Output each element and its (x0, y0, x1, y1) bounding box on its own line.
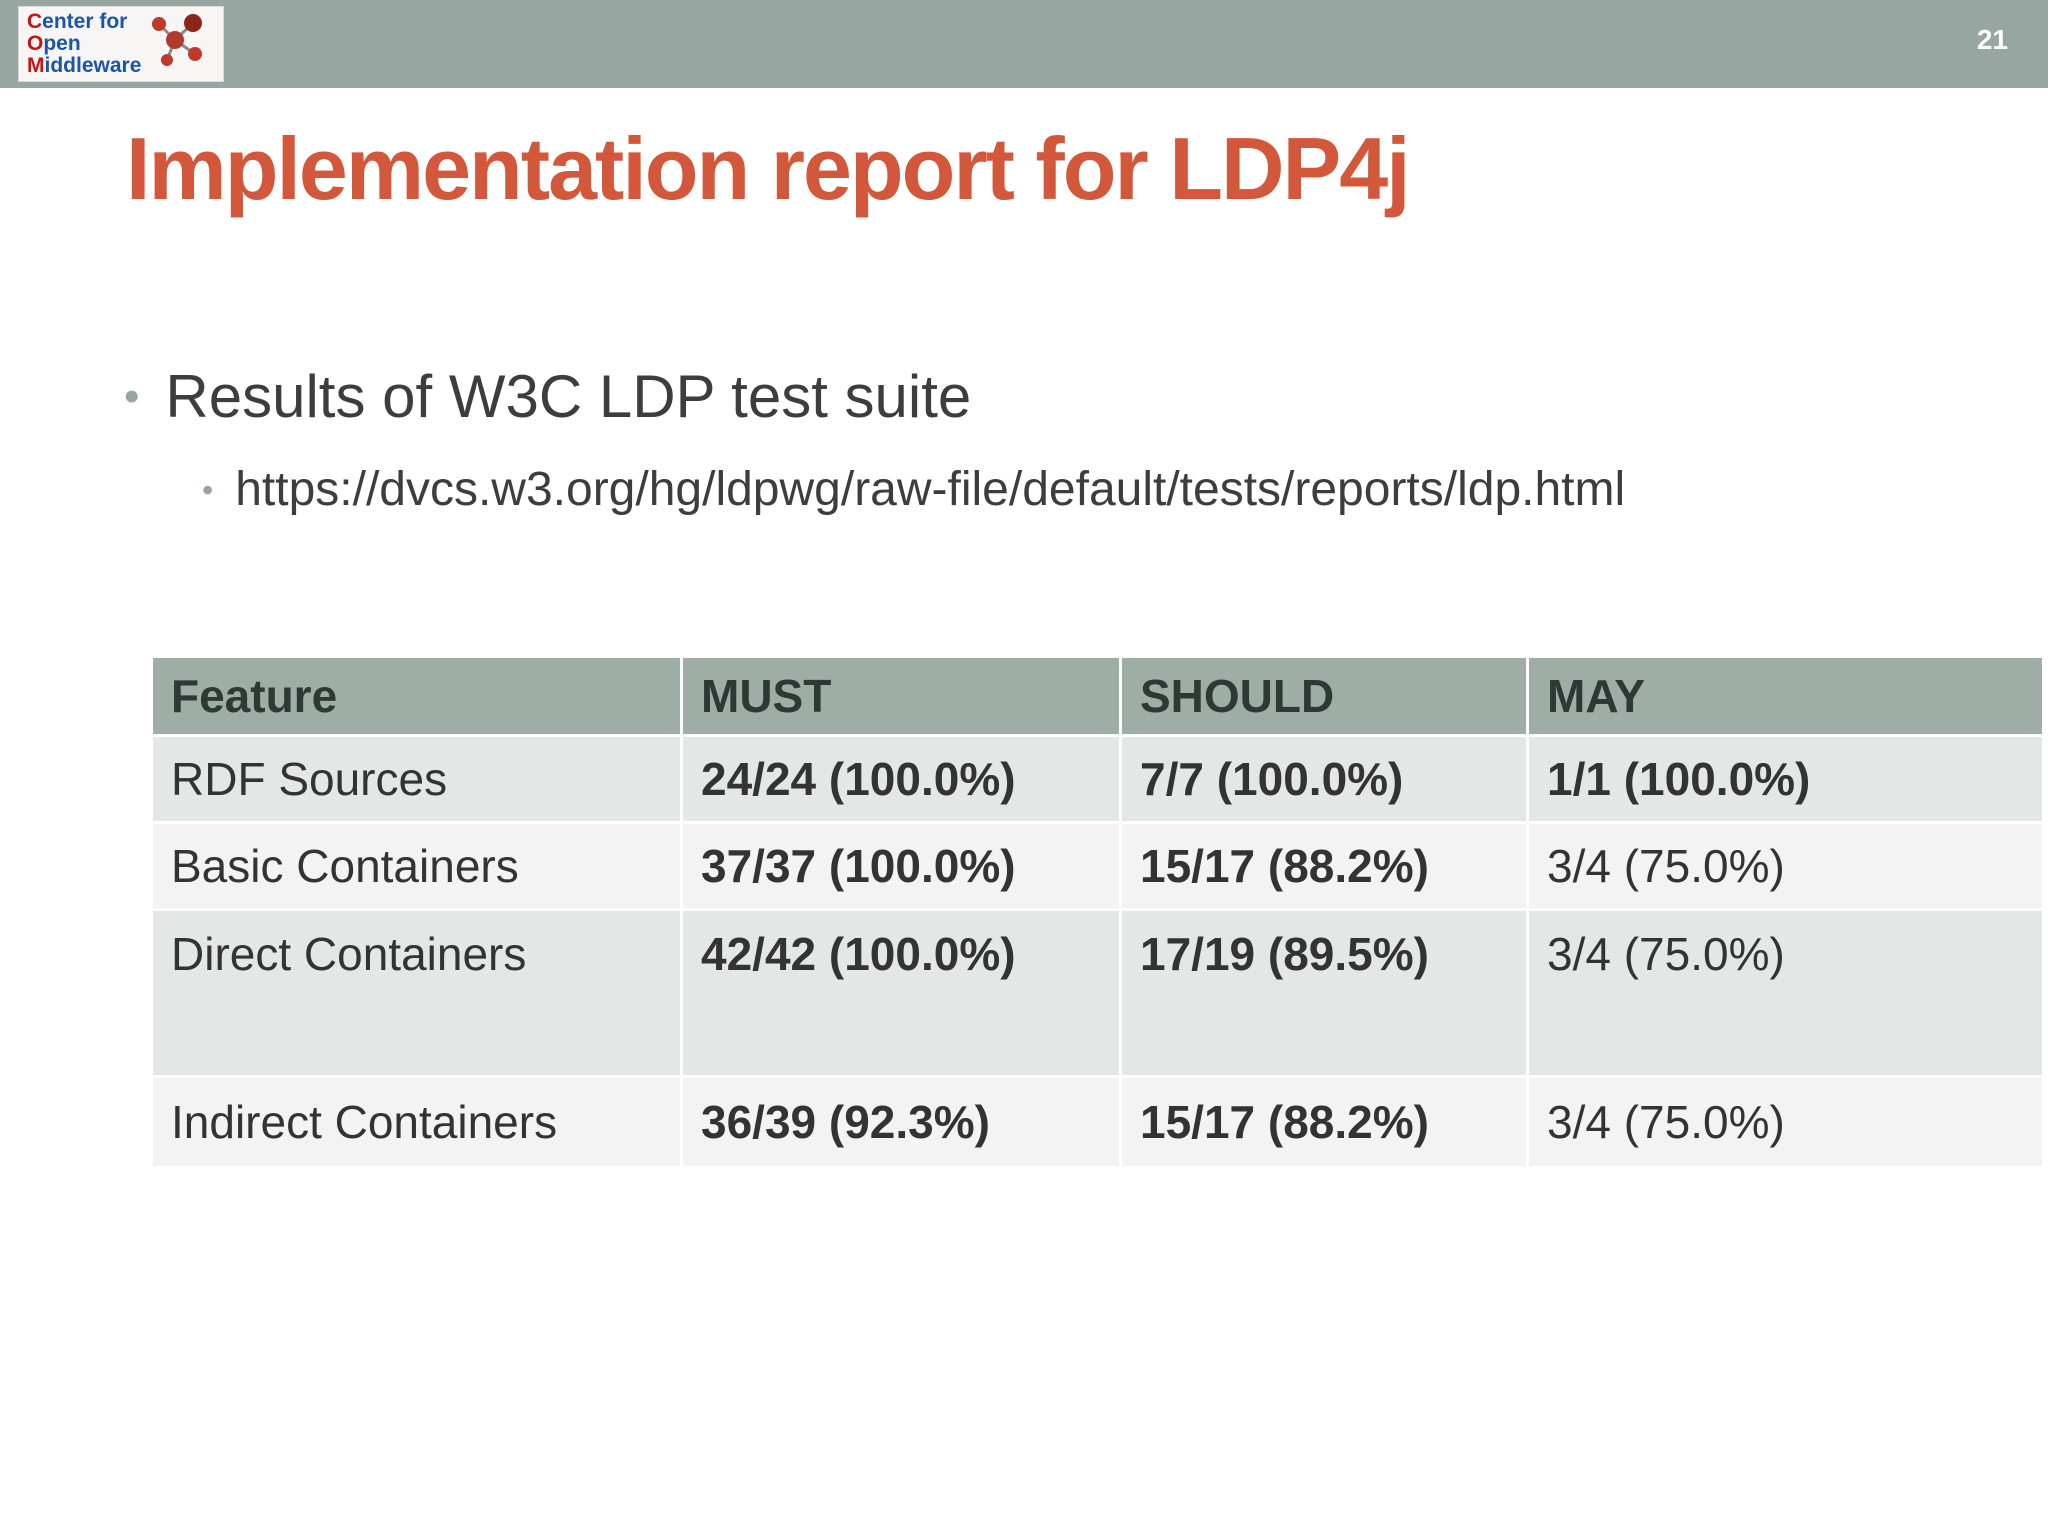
should-cell: 15/17 (88.2%) (1122, 1078, 1526, 1166)
col-header-feature: Feature (153, 658, 680, 734)
may-cell: 3/4 (75.0%) (1529, 1078, 2042, 1166)
slide-title: Implementation report for LDP4j (126, 119, 1411, 218)
bullet-text: Results of W3C LDP test suite (165, 363, 972, 430)
feature-cell: RDF Sources (153, 737, 680, 821)
molecule-icon (145, 10, 207, 79)
table-row: Indirect Containers 36/39 (92.3%) 15/17 … (153, 1078, 2042, 1166)
logo-line-1: Center for (27, 9, 128, 33)
must-cell: 24/24 (100.0%) (683, 737, 1119, 821)
feature-cell: Direct Containers (153, 911, 680, 1075)
col-header-should: SHOULD (1122, 658, 1526, 734)
should-cell: 15/17 (88.2%) (1122, 824, 1526, 908)
table-header-row: Feature MUST SHOULD MAY (153, 658, 2042, 734)
sub-bullet-dot-icon: • (202, 471, 214, 508)
logo-line-2: Open (27, 31, 81, 55)
feature-cell: Basic Containers (153, 824, 680, 908)
table-row: Direct Containers 42/42 (100.0%) 17/19 (… (153, 911, 2042, 1075)
table-row: Basic Containers 37/37 (100.0%) 15/17 (8… (153, 824, 2042, 908)
should-cell: 17/19 (89.5%) (1122, 911, 1526, 1075)
logo-line-3: Middleware (27, 54, 142, 78)
bullet-url: • https://dvcs.w3.org/hg/ldpwg/raw-file/… (202, 462, 1625, 517)
table-row: RDF Sources 24/24 (100.0%) 7/7 (100.0%) … (153, 737, 2042, 821)
top-bar (0, 0, 2048, 88)
bullet-results: • Results of W3C LDP test suite (124, 362, 971, 431)
col-header-must: MUST (683, 658, 1119, 734)
page-number: 21 (1976, 24, 2008, 55)
results-table: Feature MUST SHOULD MAY RDF Sources 24/2… (150, 655, 2045, 1169)
must-cell: 37/37 (100.0%) (683, 824, 1119, 908)
may-cell: 1/1 (100.0%) (1529, 737, 2042, 821)
may-cell: 3/4 (75.0%) (1529, 911, 2042, 1075)
must-cell: 36/39 (92.3%) (683, 1078, 1119, 1166)
com-logo: Center for Open Middleware (18, 6, 224, 82)
feature-cell: Indirect Containers (153, 1078, 680, 1166)
should-cell: 7/7 (100.0%) (1122, 737, 1526, 821)
col-header-may: MAY (1529, 658, 2042, 734)
logo-text: Center for Open Middleware (27, 9, 142, 78)
bullet-dot-icon: • (124, 371, 140, 421)
url-link[interactable]: https://dvcs.w3.org/hg/ldpwg/raw-file/de… (235, 463, 1626, 516)
may-cell: 3/4 (75.0%) (1529, 824, 2042, 908)
must-cell: 42/42 (100.0%) (683, 911, 1119, 1075)
